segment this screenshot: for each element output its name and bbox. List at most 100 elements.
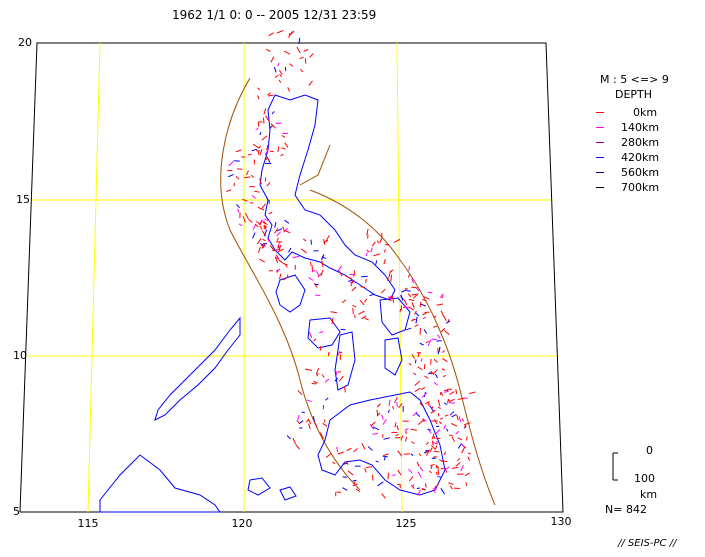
epicenter-mark bbox=[259, 132, 262, 136]
epicenter-mark bbox=[279, 73, 282, 78]
epicenter-mark bbox=[325, 397, 329, 401]
epicenter-mark bbox=[258, 145, 262, 149]
epicenter-mark bbox=[355, 488, 361, 493]
epicenter-mark bbox=[235, 149, 242, 153]
epicenter-mark bbox=[430, 409, 436, 414]
epicenter-mark bbox=[309, 53, 314, 58]
epicenter-mark bbox=[327, 351, 330, 357]
legend-label: 560km bbox=[621, 166, 660, 179]
epicenter-mark bbox=[347, 279, 353, 282]
epicenter-mark bbox=[438, 459, 445, 462]
epicenter-mark bbox=[441, 358, 448, 363]
epicenter-mark bbox=[417, 366, 423, 371]
epicenter-mark bbox=[412, 293, 419, 299]
epicenter-mark bbox=[460, 443, 465, 447]
epicenter-mark bbox=[410, 428, 417, 431]
epicenter-mark bbox=[431, 406, 434, 410]
epicenter-mark bbox=[376, 409, 379, 416]
epicenter-mark bbox=[276, 29, 284, 34]
epicenter-mark bbox=[411, 286, 418, 289]
epicenter-mark bbox=[346, 447, 352, 451]
epicenter-mark bbox=[337, 265, 343, 272]
epicenter-mark bbox=[334, 377, 339, 382]
epicenter-mark bbox=[308, 277, 314, 281]
epicenter-mark bbox=[415, 312, 420, 317]
epicenter-mark bbox=[442, 374, 447, 378]
epicenter-mark bbox=[419, 301, 422, 308]
epicenter-mark bbox=[257, 122, 260, 127]
epicenter-mark bbox=[238, 223, 243, 227]
epicenter-mark bbox=[449, 391, 455, 395]
epicenter-mark bbox=[268, 32, 274, 37]
epicenter-mark bbox=[325, 235, 330, 242]
epicenter-mark bbox=[425, 441, 429, 446]
epicenter-mark bbox=[242, 216, 246, 223]
epicenter-mark bbox=[321, 374, 325, 378]
epicenter-mark bbox=[274, 74, 279, 78]
epicenter-mark bbox=[416, 487, 421, 490]
epicenter-mark bbox=[392, 405, 395, 410]
epicenter-mark bbox=[433, 435, 436, 440]
epicenter-mark bbox=[375, 260, 378, 265]
epicenter-mark bbox=[417, 352, 420, 358]
epicenter-mark bbox=[364, 278, 367, 283]
grid-lines bbox=[27, 42, 557, 513]
epicenter-mark bbox=[278, 259, 283, 264]
epicenter-mark bbox=[443, 424, 447, 430]
epicenter-mark bbox=[274, 228, 279, 234]
epicenter-mark bbox=[451, 414, 457, 418]
epicenter-mark bbox=[289, 31, 293, 36]
epicenter-mark bbox=[352, 304, 357, 308]
epicenter-mark bbox=[458, 416, 462, 423]
epicenter-mark bbox=[268, 211, 273, 215]
epicenter-mark bbox=[387, 409, 390, 413]
epicenter-mark bbox=[372, 426, 380, 431]
epicenter-mark bbox=[465, 482, 468, 487]
epicenter-mark bbox=[434, 445, 438, 450]
epicenter-mark bbox=[419, 466, 424, 472]
epicenter-mark bbox=[404, 428, 409, 431]
epicenter-mark bbox=[444, 414, 449, 417]
map-frame bbox=[19, 42, 564, 513]
epicenter-mark bbox=[414, 310, 417, 315]
epicenter-mark bbox=[432, 369, 438, 375]
epicenter-mark bbox=[257, 95, 260, 100]
epicenter-mark bbox=[313, 420, 318, 428]
epicenter-mark bbox=[275, 254, 280, 260]
epicenter-mark bbox=[267, 92, 271, 96]
epicenter-mark bbox=[322, 256, 327, 260]
epicenter-mark bbox=[457, 437, 463, 441]
legend-label: 140km bbox=[621, 121, 660, 134]
epicenter-mark bbox=[322, 422, 328, 427]
epicenter-mark bbox=[250, 174, 254, 178]
epicenter-mark bbox=[405, 327, 412, 331]
epicenter-mark bbox=[298, 37, 301, 44]
epicenter-mark bbox=[278, 79, 282, 83]
epicenter-mark bbox=[435, 471, 438, 476]
epicenter-mark bbox=[276, 228, 283, 232]
epicenter-mark bbox=[278, 273, 282, 280]
epicenter-mark bbox=[277, 146, 280, 152]
epicenter-mark bbox=[413, 372, 417, 376]
epicenter-mark bbox=[236, 204, 240, 209]
epicenter-mark bbox=[456, 414, 459, 421]
lon-tick-125: 125 bbox=[395, 517, 417, 530]
epicenter-mark bbox=[311, 269, 316, 273]
epicenter-mark bbox=[342, 476, 348, 478]
epicenter-mark bbox=[248, 218, 253, 223]
epicenter-mark bbox=[269, 150, 274, 153]
epicenter-mark bbox=[260, 244, 265, 249]
epicenter-mark bbox=[332, 461, 336, 465]
epicenter-mark bbox=[302, 238, 307, 242]
epicenter-mark bbox=[373, 253, 380, 257]
epicenter-mark bbox=[411, 278, 414, 284]
epicenter-mark bbox=[269, 245, 275, 251]
epicenter-mark bbox=[383, 456, 386, 461]
epicenter-mark bbox=[276, 231, 282, 237]
epicenter-mark bbox=[261, 203, 267, 209]
epicenter-mark bbox=[451, 423, 458, 427]
epicenter-mark bbox=[376, 240, 380, 244]
time-range-title: 1962 1/1 0: 0 -- 2005 12/31 23:59 bbox=[172, 8, 377, 22]
epicenter-mark bbox=[386, 277, 390, 281]
